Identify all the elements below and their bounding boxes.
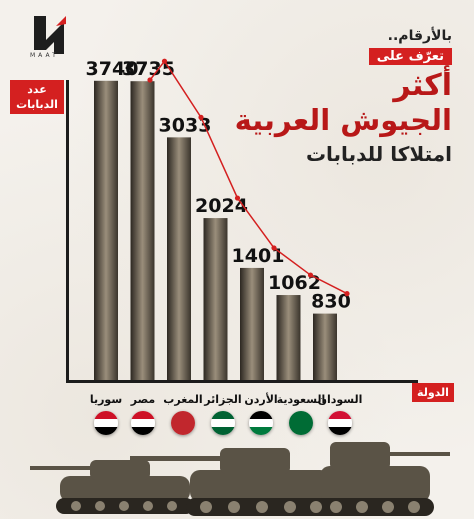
logo-text: MAAT: [30, 52, 59, 59]
maat-logo: [34, 16, 66, 54]
bar-value-label-4: 1401: [232, 245, 285, 267]
bar-value-label-6: 830: [311, 291, 351, 313]
trend-point-6: [344, 291, 350, 297]
trend-point-3: [234, 195, 241, 201]
algeria-flag: [211, 411, 235, 435]
country-label-2: المغرب: [163, 393, 203, 406]
country-label-3: الجزائر: [204, 393, 242, 406]
bar-0: [94, 80, 118, 381]
jordan-flag: [249, 411, 273, 435]
x-axis-label: الدولة: [412, 383, 454, 402]
bar-value-label-3: 2024: [195, 195, 248, 217]
trend-point-5: [307, 272, 314, 278]
bar-value-label-5: 1062: [268, 272, 321, 294]
title-line-2: الجيوش العربية: [234, 103, 452, 137]
tag-badge: تعرّف على: [368, 48, 452, 65]
bar-5: [276, 295, 301, 380]
bar-value-label-2: 3033: [159, 114, 212, 136]
syria-flag: [94, 411, 118, 435]
trend-point-4: [271, 245, 277, 251]
bar-3: [203, 218, 228, 380]
bar-2: [167, 137, 191, 380]
trend-point-1: [161, 58, 168, 64]
morocco-flag: [171, 411, 195, 435]
trend-point-2: [198, 114, 204, 120]
bar-4: [240, 267, 264, 380]
intro-text: بالأرقام..: [387, 28, 452, 44]
saudi-flag: [289, 411, 313, 435]
tanks-illustration: [30, 442, 450, 516]
title-block: بالأرقام.. تعرّف على أكثر الجيوش العربية…: [235, 28, 452, 167]
country-label-6: السودان: [317, 393, 363, 406]
country-label-4: الأردن: [244, 393, 278, 406]
bar-value-label-0: 3740: [86, 58, 139, 80]
country-label-5: السعودية: [276, 393, 326, 406]
y-axis-label: عدد الدبابات: [10, 80, 64, 114]
trend-point-0: [147, 77, 153, 83]
sudan-flag: [328, 411, 352, 435]
country-label-1: مصر: [130, 393, 156, 406]
x-axis: [66, 380, 418, 383]
subtitle: امتلاكا للدبابات: [305, 142, 452, 166]
bar-6: [313, 313, 337, 380]
country-label-0: سوريا: [89, 393, 123, 406]
bar-1: [130, 81, 155, 380]
egypt-flag: [131, 411, 155, 435]
y-axis: [66, 80, 69, 382]
title-line-1: أكثر: [393, 68, 452, 103]
